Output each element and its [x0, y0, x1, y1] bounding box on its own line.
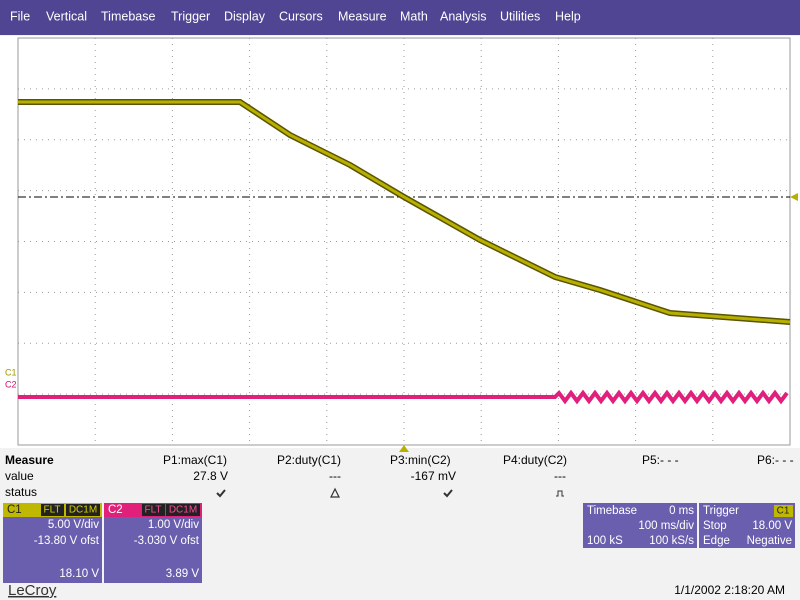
channel-box[interactable]: C1 FLT DC1M 5.00 V/div -13.80 V ofst 18.… — [3, 503, 102, 583]
channel-name: C1 — [7, 504, 22, 516]
menu-item[interactable]: Help — [555, 9, 581, 23]
param-name[interactable]: P2:duty(C1) — [277, 453, 341, 467]
source-badge — [774, 505, 793, 517]
vertical-offset: -13.80 V ofst — [34, 535, 100, 547]
badge-text: FLT — [144, 505, 161, 516]
menu-item[interactable]: Timebase — [101, 9, 155, 23]
menu-item[interactable]: Vertical — [46, 9, 87, 23]
menu-item[interactable]: Display — [224, 9, 266, 23]
trigger-time-marker — [399, 445, 409, 452]
menu-item[interactable]: Trigger — [171, 9, 210, 23]
timebase-samples: 100 kS — [587, 535, 623, 547]
row-label: value — [5, 469, 34, 483]
measure-title: Measure — [5, 453, 54, 467]
trigger-title: Trigger — [703, 505, 739, 517]
trace-label: C1 — [5, 367, 17, 377]
row-label: status — [5, 485, 37, 499]
badge — [41, 504, 64, 516]
trace-c2 — [18, 389, 789, 405]
trigger-source: C1 — [777, 506, 790, 517]
vertical-offset: -3.030 V ofst — [134, 535, 200, 547]
param-value: --- — [554, 469, 566, 483]
trace-c1 — [18, 100, 791, 324]
param-name[interactable]: P6:- - - — [757, 453, 794, 467]
param-name[interactable]: P5:- - - — [642, 453, 679, 467]
trace-label: C2 — [5, 379, 17, 389]
status-pulse-icon — [556, 490, 564, 497]
status-ok-icon — [216, 489, 226, 498]
badge-text: FLT — [43, 505, 60, 516]
menu-item[interactable]: Analysis — [440, 9, 487, 23]
channel-reading: 3.89 V — [166, 568, 200, 580]
channel-reading: 18.10 V — [59, 568, 99, 580]
trigger-mode: Stop — [703, 520, 727, 532]
menu-item[interactable]: Cursors — [279, 9, 323, 23]
param-name[interactable]: P3:min(C2) — [390, 453, 451, 467]
status-ok-icon — [443, 489, 453, 498]
channel-name: C2 — [108, 504, 123, 516]
vertical-scale: 1.00 V/div — [148, 519, 199, 531]
timebase-box[interactable]: Timebase 0 ms 100 ms/div 100 kS 100 kS/s — [583, 503, 697, 548]
param-value: 27.8 V — [193, 469, 228, 483]
badge-text: DC1M — [69, 505, 97, 516]
trigger-type: Edge — [703, 535, 730, 547]
menu-item[interactable]: Math — [400, 9, 428, 23]
box-background — [583, 503, 697, 548]
menu-bar: File Vertical Timebase Trigger Display C… — [0, 0, 800, 35]
measure-table: Measure value status P1:max(C1) P2:duty(… — [5, 453, 794, 499]
datetime: 1/1/2002 2:18:20 AM — [674, 583, 785, 597]
param-value: -167 mV — [411, 469, 456, 483]
trigger-level-marker — [790, 193, 798, 201]
param-value: --- — [329, 469, 341, 483]
timebase-scale: 100 ms/div — [638, 520, 694, 532]
channel-box[interactable]: C2 FLT DC1M 1.00 V/div -3.030 V ofst 3.8… — [104, 503, 202, 583]
timebase-rate: 100 kS/s — [649, 535, 694, 547]
menu-item[interactable]: Utilities — [500, 9, 540, 23]
trigger-box[interactable]: Trigger C1 Stop 18.00 V Edge Negative — [699, 503, 795, 548]
menu-item[interactable]: Measure — [338, 9, 387, 23]
badge — [142, 504, 165, 516]
status-warning-icon — [330, 487, 340, 498]
badge-text: DC1M — [169, 505, 197, 516]
brand-logo: LeCroy — [8, 582, 57, 599]
trigger-slope: Negative — [747, 535, 792, 547]
timebase-delay: 0 ms — [669, 505, 694, 517]
badge — [166, 504, 200, 516]
trigger-level: 18.00 V — [752, 520, 792, 532]
param-name[interactable]: P4:duty(C2) — [503, 453, 567, 467]
param-name[interactable]: P1:max(C1) — [163, 453, 227, 467]
badge — [66, 504, 100, 516]
menu-background — [0, 0, 800, 35]
vertical-scale: 5.00 V/div — [48, 519, 99, 531]
timebase-title: Timebase — [587, 505, 637, 517]
menu-item[interactable]: File — [10, 9, 30, 23]
